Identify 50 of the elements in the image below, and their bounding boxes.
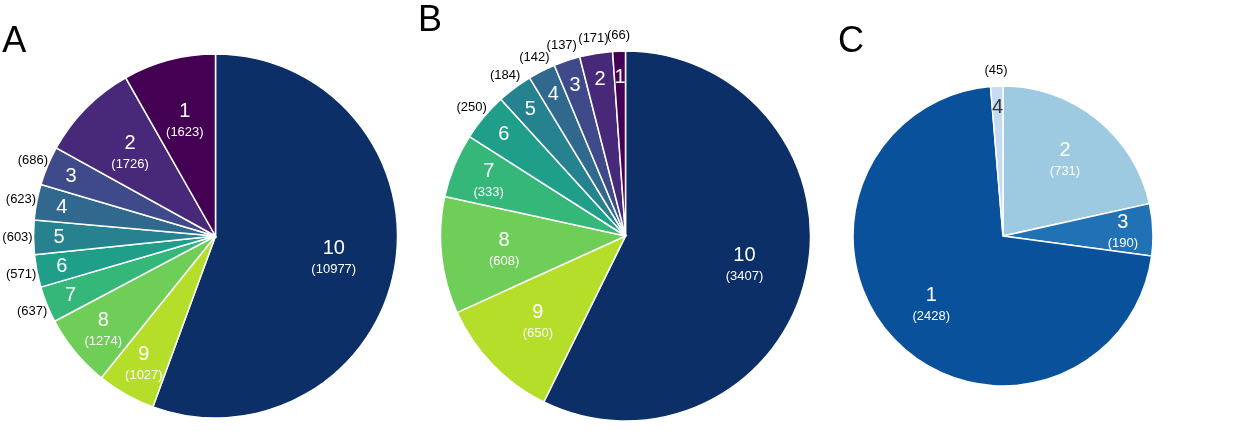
slice-label: 2 [594, 66, 606, 89]
data-label: (171) [578, 29, 609, 45]
slice-label: 3 [65, 163, 77, 186]
slice-label: 2 [124, 130, 136, 153]
data-label: (1274) [84, 332, 123, 348]
slice-label: 9 [532, 300, 544, 323]
data-label: (603) [2, 229, 33, 245]
chart-title: C [838, 19, 864, 60]
data-label: (137) [546, 37, 577, 53]
data-label: (3407) [725, 267, 764, 283]
slice-label: 4 [547, 82, 559, 105]
chart-title: A [2, 19, 27, 60]
data-label: (731) [1049, 162, 1081, 178]
data-label: (184) [489, 67, 521, 83]
slice-label: 1 [925, 283, 937, 306]
slice-label: 3 [1117, 210, 1129, 232]
data-label: (608) [488, 252, 520, 268]
slice-label: 9 [138, 341, 150, 364]
slice-label: 2 [1059, 137, 1071, 160]
data-label: (45) [984, 62, 1008, 78]
data-label: (1623) [166, 123, 204, 139]
slice-label: 1 [614, 65, 626, 87]
slice-label: 5 [53, 225, 65, 248]
slice-label: 8 [498, 227, 510, 250]
slice-label: 8 [97, 307, 109, 330]
slice-label: 1 [179, 98, 191, 121]
data-label: (10977) [311, 260, 357, 276]
data-label: (623) [5, 191, 37, 207]
slice-label: 4 [56, 194, 68, 217]
slice-label: 5 [524, 96, 536, 119]
data-label: (2428) [912, 308, 951, 324]
data-label: (571) [6, 266, 37, 282]
slice-label: 6 [498, 121, 510, 144]
slice-label: 6 [56, 254, 68, 277]
slice-label: 7 [64, 282, 77, 305]
data-label: (190) [1107, 235, 1139, 250]
data-label: (1027) [125, 366, 163, 382]
slice-label: 3 [569, 73, 581, 96]
data-label: (637) [16, 302, 48, 318]
data-label: (686) [17, 151, 49, 167]
chart-title: B [418, 0, 443, 40]
slice-label: 10 [733, 242, 756, 265]
data-label: (650) [522, 325, 554, 341]
pie-slice [852, 85, 1153, 387]
slice-label: 7 [483, 158, 495, 181]
slice-label: 4 [992, 95, 1004, 118]
slice-label: 10 [322, 235, 345, 258]
data-label: (333) [473, 183, 504, 199]
data-label: (1726) [111, 155, 149, 171]
data-label: (250) [456, 98, 487, 114]
